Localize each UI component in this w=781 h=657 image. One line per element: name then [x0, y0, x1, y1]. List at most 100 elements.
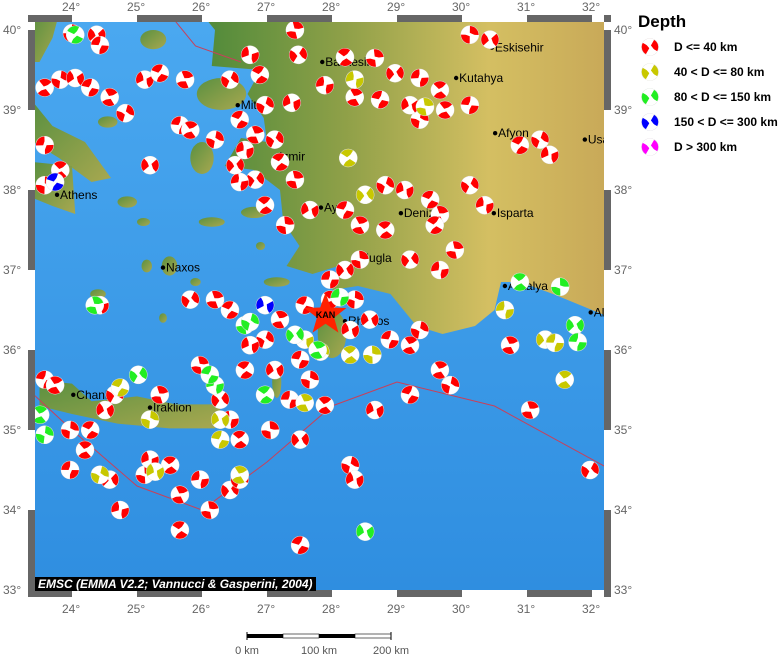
focal-mechanism-beachball[interactable] — [284, 19, 306, 41]
focal-mechanism-beachball[interactable] — [422, 213, 447, 238]
focal-mechanism-beachball[interactable] — [332, 45, 357, 70]
focal-mechanism-beachball[interactable] — [444, 239, 466, 261]
focal-mechanism-beachball[interactable] — [263, 128, 287, 152]
focal-mechanism-beachball[interactable] — [282, 322, 307, 347]
focal-mechanism-beachball[interactable] — [312, 392, 337, 417]
focal-mechanism-beachball[interactable] — [109, 376, 132, 399]
focal-mechanism-beachball[interactable] — [300, 370, 320, 389]
focal-mechanism-beachball[interactable] — [253, 293, 277, 317]
focal-mechanism-beachball[interactable] — [222, 153, 247, 178]
focal-mechanism-beachball[interactable] — [578, 458, 602, 482]
focal-mechanism-beachball[interactable] — [410, 68, 429, 88]
focal-mechanism-beachball[interactable] — [275, 215, 295, 235]
focal-mechanism-beachball[interactable] — [528, 128, 551, 151]
focal-mechanism-beachball[interactable] — [43, 373, 68, 398]
focal-mechanism-beachball[interactable] — [238, 333, 262, 357]
focal-mechanism-beachball[interactable] — [369, 89, 391, 111]
focal-mechanism-beachball[interactable] — [60, 420, 80, 440]
focal-mechanism-beachball[interactable] — [208, 407, 233, 432]
focal-mechanism-beachball[interactable] — [477, 27, 502, 52]
focal-mechanism-beachball[interactable] — [399, 384, 421, 406]
focal-mechanism-beachball[interactable] — [126, 363, 151, 388]
focal-mechanism-beachball[interactable] — [338, 318, 363, 343]
focal-mechanism-beachball[interactable] — [474, 194, 496, 216]
focal-mechanism-beachball[interactable] — [80, 77, 101, 98]
focal-mechanism-beachball[interactable] — [63, 23, 87, 47]
focal-mechanism-beachball[interactable] — [498, 333, 522, 357]
focal-mechanism-beachball[interactable] — [350, 250, 370, 270]
focal-mechanism-beachball[interactable] — [344, 69, 366, 91]
focal-mechanism-beachball[interactable] — [199, 499, 220, 520]
focal-mechanism-beachball[interactable] — [32, 75, 57, 100]
focal-mechanism-beachball[interactable] — [415, 96, 436, 117]
focal-mechanism-beachball[interactable] — [342, 467, 367, 492]
focal-mechanism-beachball[interactable] — [568, 332, 587, 352]
focal-mechanism-beachball[interactable] — [254, 328, 277, 351]
focal-mechanism-beachball[interactable] — [89, 464, 111, 486]
focal-mechanism-beachball[interactable] — [133, 67, 157, 91]
focal-mechanism-beachball[interactable] — [353, 519, 378, 544]
focal-mechanism-beachball[interactable] — [297, 198, 322, 223]
focal-mechanism-beachball[interactable] — [562, 312, 587, 337]
focal-mechanism-beachball[interactable] — [363, 345, 382, 365]
focal-mechanism-beachball[interactable] — [114, 102, 136, 124]
focal-mechanism-beachball[interactable] — [314, 75, 335, 96]
focal-mechanism-beachball[interactable] — [84, 294, 106, 316]
focal-mechanism-beachball[interactable] — [72, 437, 97, 462]
focal-mechanism-beachball[interactable] — [374, 174, 397, 197]
focal-mechanism-beachball[interactable] — [35, 135, 54, 155]
focal-mechanism-beachball[interactable] — [244, 123, 267, 146]
focal-mechanism-beachball[interactable] — [418, 188, 441, 211]
focal-mechanism-beachball[interactable] — [35, 425, 55, 445]
focal-mechanism-beachball[interactable] — [495, 300, 515, 320]
legend-beachball[interactable] — [640, 137, 660, 157]
focal-mechanism-beachball[interactable] — [167, 518, 192, 543]
focal-mechanism-beachball[interactable] — [284, 169, 306, 191]
focal-mechanism-beachball[interactable] — [210, 429, 231, 450]
focal-mechanism-beachball[interactable] — [550, 277, 570, 297]
focal-mechanism-beachball[interactable] — [338, 342, 363, 367]
focal-mechanism-beachball[interactable] — [234, 139, 257, 162]
focal-mechanism-beachball[interactable] — [178, 287, 202, 311]
focal-mechanism-beachball[interactable] — [339, 454, 361, 476]
focal-mechanism-beachball[interactable] — [290, 349, 310, 369]
focal-mechanism-beachball[interactable] — [173, 68, 197, 92]
focal-mechanism-beachball[interactable] — [233, 358, 258, 383]
focal-mechanism-beachball[interactable] — [409, 319, 430, 340]
focal-mechanism-beachball[interactable] — [380, 330, 400, 350]
focal-mechanism-beachball[interactable] — [90, 35, 110, 55]
focal-mechanism-beachball[interactable] — [552, 367, 577, 392]
focal-mechanism-beachball[interactable] — [305, 338, 330, 363]
focal-mechanism-beachball[interactable] — [393, 178, 417, 202]
focal-mechanism-beachball[interactable] — [268, 150, 292, 174]
focal-mechanism-beachball[interactable] — [148, 62, 171, 85]
focal-mechanism-beachball[interactable] — [440, 375, 461, 396]
legend-beachball[interactable] — [640, 62, 660, 82]
focal-mechanism-beachball[interactable] — [332, 257, 357, 282]
focal-mechanism-beachball[interactable] — [545, 333, 565, 353]
focal-mechanism-beachball[interactable] — [261, 420, 280, 440]
focal-mechanism-beachball[interactable] — [348, 213, 372, 237]
focal-mechanism-beachball[interactable] — [336, 146, 361, 171]
focal-mechanism-beachball[interactable] — [27, 402, 52, 427]
focal-mechanism-beachball[interactable] — [397, 333, 422, 358]
focal-mechanism-beachball[interactable] — [63, 65, 88, 90]
focal-mechanism-beachball[interactable] — [280, 91, 304, 115]
focal-mechanism-beachball[interactable] — [432, 97, 457, 122]
focal-mechanism-beachball[interactable] — [218, 298, 242, 322]
focal-mechanism-beachball[interactable] — [320, 270, 340, 289]
focal-mechanism-beachball[interactable] — [342, 85, 367, 110]
focal-mechanism-beachball[interactable] — [507, 269, 532, 294]
focal-mechanism-beachball[interactable] — [427, 357, 452, 382]
legend-beachball[interactable] — [640, 37, 660, 57]
focal-mechanism-beachball[interactable] — [228, 108, 251, 131]
focal-mechanism-beachball[interactable] — [330, 287, 350, 307]
focal-mechanism-beachball[interactable] — [143, 459, 167, 483]
focal-mechanism-beachball[interactable] — [268, 307, 292, 331]
focal-mechanism-beachball[interactable] — [239, 311, 261, 333]
focal-mechanism-beachball[interactable] — [97, 85, 122, 110]
focal-mechanism-beachball[interactable] — [50, 69, 70, 89]
focal-mechanism-beachball[interactable] — [280, 390, 299, 409]
focal-mechanism-beachball[interactable] — [229, 172, 250, 193]
focal-mechanism-beachball[interactable] — [148, 383, 171, 406]
